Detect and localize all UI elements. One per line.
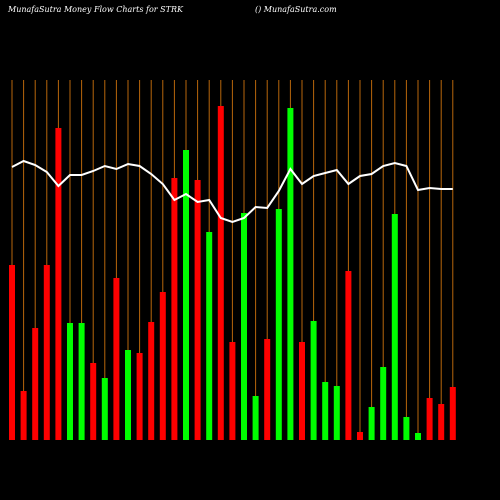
bar (299, 342, 305, 440)
bar (43, 265, 50, 440)
bar (9, 265, 15, 440)
bar (171, 178, 178, 440)
bar (322, 382, 329, 440)
bar (357, 432, 363, 440)
bar (159, 292, 166, 440)
money-flow-line (11, 159, 453, 224)
bar (32, 328, 39, 440)
bar (403, 417, 410, 440)
bar (275, 209, 282, 440)
chart-title: MunafaSutra Money Flow Charts for STRK (7, 5, 184, 14)
bar (101, 378, 108, 440)
bar (380, 367, 387, 440)
bar (426, 398, 433, 440)
chart-subtitle: () MunafaSutra.com (255, 5, 337, 14)
bar (20, 391, 27, 440)
bar (217, 106, 224, 440)
bar (415, 433, 421, 440)
bar (113, 278, 120, 440)
bar (206, 232, 213, 440)
bar (125, 350, 131, 440)
bar (194, 180, 201, 440)
bar (229, 342, 236, 440)
bar (55, 128, 62, 440)
bar (264, 339, 271, 440)
bar (449, 387, 456, 440)
bar (391, 214, 398, 440)
bar (368, 407, 375, 440)
bar (67, 323, 73, 440)
bar (438, 404, 445, 440)
bar (136, 353, 143, 440)
bar (310, 321, 317, 440)
bar (287, 108, 294, 440)
bar (148, 322, 155, 440)
bar (241, 213, 247, 440)
bar (333, 386, 340, 440)
bar (90, 363, 97, 440)
bar (252, 396, 259, 440)
bar (345, 271, 352, 440)
bar (183, 150, 189, 440)
bar (78, 323, 85, 440)
